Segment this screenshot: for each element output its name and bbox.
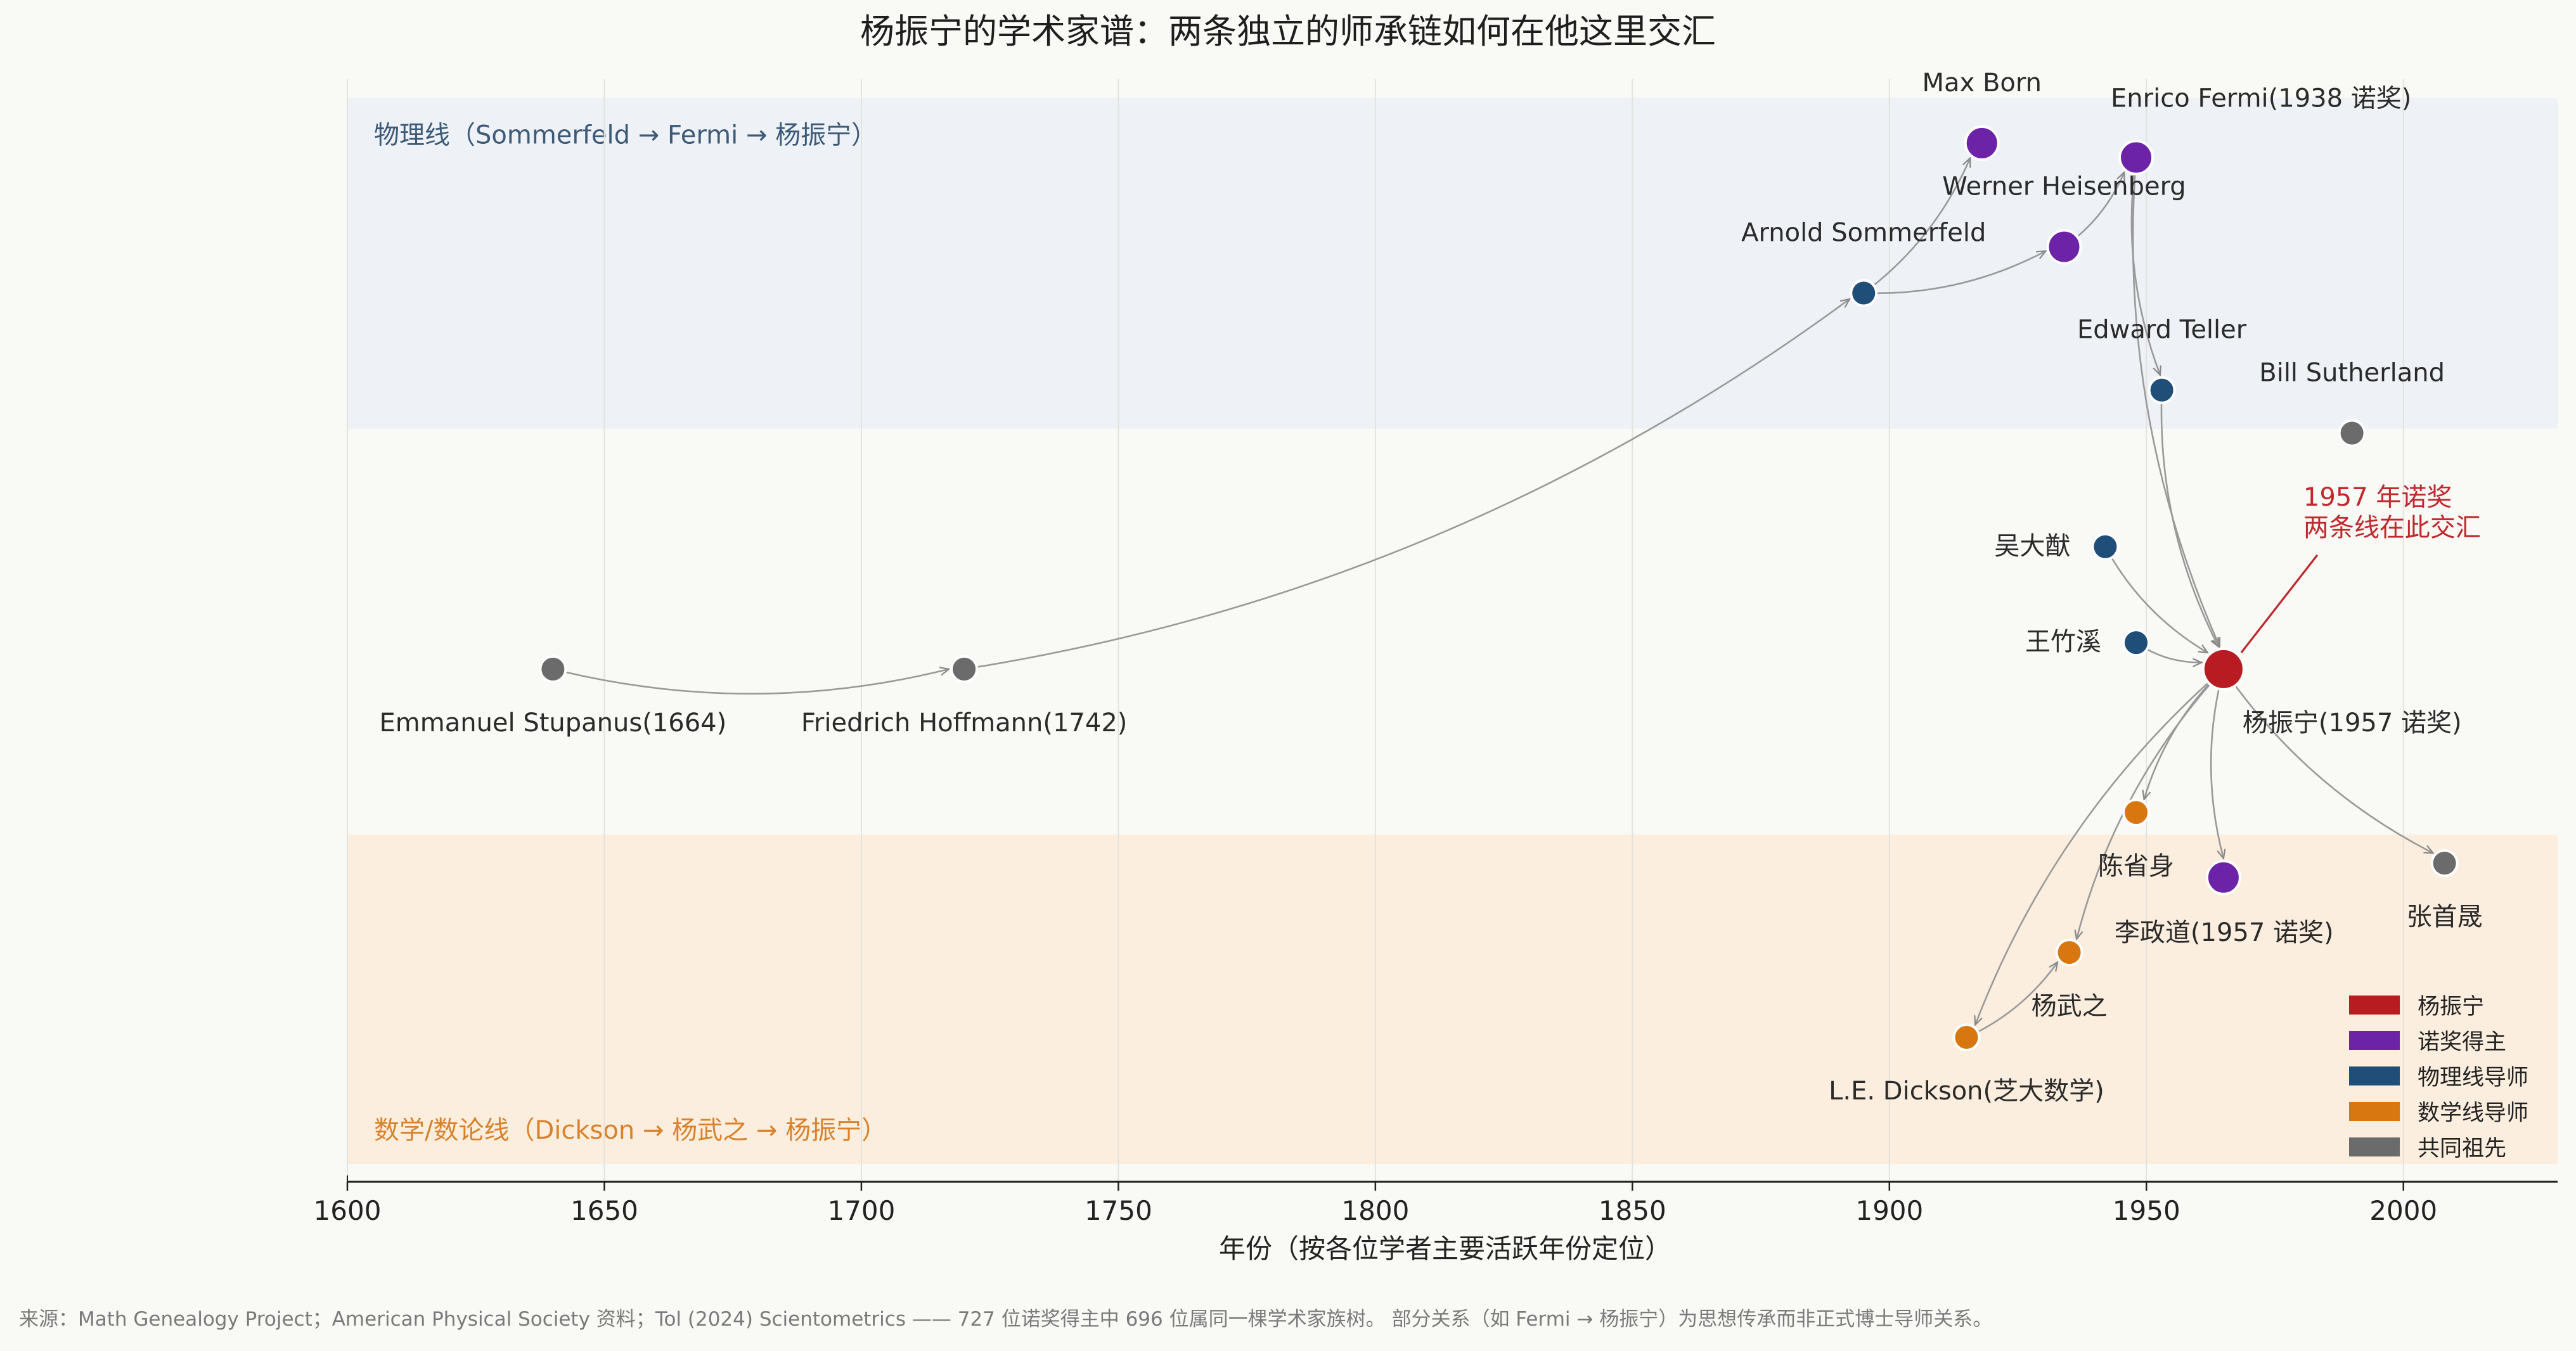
node-sommerfeld [1850, 279, 1878, 307]
legend-label-3: 数学线导师 [2418, 1101, 2528, 1126]
node-label-dickson: L.E. Dickson(芝大数学) [1829, 1077, 2104, 1106]
edge-yang-dickson [1975, 668, 2224, 1025]
node-born [1964, 125, 2000, 161]
legend-swatch-0 [2349, 996, 2400, 1015]
node-label-wu: 吴大猷 [1994, 532, 2070, 561]
legend-label-0: 杨振宁 [2418, 994, 2484, 1020]
node-heisenberg [2046, 229, 2082, 265]
source-note: 来源：Math Genealogy Project；American Physi… [19, 1308, 1992, 1331]
tick-label: 1950 [2113, 1195, 2180, 1226]
legend-swatch-3 [2349, 1102, 2400, 1121]
legend-label-1: 诺奖得主 [2418, 1030, 2506, 1055]
legend-label-4: 共同祖先 [2418, 1136, 2506, 1162]
edge-layer [553, 157, 2433, 1039]
node-label-stupanus: Emmanuel Stupanus(1664) [380, 708, 727, 738]
node-fermi [2118, 139, 2154, 176]
edge-yang-yangwuzhi [2077, 669, 2224, 939]
band-label-1: 数学/数论线（Dickson → 杨武之 → 杨振宁） [374, 1116, 887, 1145]
band-label-0: 物理线（Sommerfeld → Fermi → 杨振宁） [374, 121, 877, 150]
legend-swatch-1 [2349, 1031, 2400, 1050]
node-yangwuzhi [2055, 938, 2083, 967]
node-label-teller: Edward Teller [2077, 316, 2247, 345]
edge-sommerfeld-heisenberg [1864, 251, 2045, 295]
node-label-zhang: 张首晟 [2407, 902, 2483, 932]
node-wu [2091, 532, 2120, 561]
annotation-line-0: 1957 年诺奖 [2303, 483, 2452, 512]
node-label-yangwuzhi: 杨武之 [2032, 992, 2108, 1021]
node-label-heisenberg: Werner Heisenberg [1942, 172, 2186, 201]
band-1 [347, 834, 2558, 1165]
x-axis: 1600 1650 1700 1750 1800 1850 1900 1950 2000 [314, 1175, 2558, 1226]
edge-teller-yang [2160, 390, 2219, 647]
tick-label: 1850 [1599, 1195, 1666, 1226]
node-label-born: Max Born [1922, 68, 2042, 98]
edge-wu-yang [2104, 546, 2208, 653]
edge-sommerfeld-born [1863, 158, 1970, 294]
tick-label: 1700 [827, 1195, 895, 1226]
label-layer: 杨振宁(1957 诺奖) Max Born Enrico Fermi(1938 诺奖… [380, 68, 2483, 1106]
node-label-fermi: Enrico Fermi(1938 诺奖) [2111, 84, 2411, 113]
node-wang [2122, 629, 2151, 657]
node-teller [2148, 376, 2176, 404]
band-layer: 物理线（Sommerfeld → Fermi → 杨振宁） 数学/数论线（Dick… [347, 98, 2558, 1165]
edge-fermi-yang [2132, 157, 2221, 647]
tick-label: 1800 [1341, 1195, 1409, 1226]
node-label-sommerfeld: Arnold Sommerfeld [1741, 219, 1986, 248]
band-0 [347, 98, 2558, 429]
legend-label-2: 物理线导师 [2418, 1065, 2528, 1091]
node-dickson [1952, 1023, 1981, 1052]
node-label-lee: 李政道(1957 诺奖) [2115, 918, 2334, 947]
node-stupanus [539, 655, 567, 683]
x-axis-label: 年份（按各位学者主要活跃年份定位） [1219, 1233, 1671, 1264]
node-label-hoffmann: Friedrich Hoffmann(1742) [801, 708, 1128, 738]
node-hoffmann [950, 655, 979, 683]
node-zhang [2430, 849, 2459, 878]
tick-label: 1900 [1855, 1195, 1923, 1226]
node-layer [539, 125, 2459, 1052]
grid-layer [347, 79, 2404, 1182]
annotation-line-1: 两条线在此交汇 [2303, 513, 2481, 542]
edge-stupanus-hoffmann [553, 669, 949, 695]
annotation-arrow [2240, 554, 2319, 653]
node-sutherland [2338, 419, 2366, 447]
legend-swatch-2 [2349, 1066, 2400, 1085]
node-label-chen: 陈省身 [2098, 852, 2174, 881]
node-label-wang: 王竹溪 [2025, 627, 2101, 656]
tick-label: 1750 [1085, 1195, 1152, 1226]
node-label-sutherland: Bill Sutherland [2259, 359, 2445, 388]
legend-swatch-4 [2349, 1137, 2400, 1156]
node-lee [2205, 859, 2241, 895]
edge-yang-lee [2210, 669, 2224, 859]
edge-hoffmann-sommerfeld [963, 299, 1850, 670]
tick-label: 1650 [570, 1195, 638, 1226]
tick-label: 2000 [2369, 1195, 2437, 1226]
node-chen [2122, 798, 2151, 827]
node-yang [2201, 647, 2245, 691]
node-label-yang: 杨振宁(1957 诺奖) [2243, 708, 2462, 738]
edge-yang-zhang [2222, 669, 2433, 853]
chart-title: 杨振宁的学术家谱：两条独立的师承链如何在他这里交汇 [860, 11, 1716, 51]
tick-label: 1600 [314, 1195, 382, 1226]
edge-dickson-yangwuzhi [1966, 962, 2058, 1039]
